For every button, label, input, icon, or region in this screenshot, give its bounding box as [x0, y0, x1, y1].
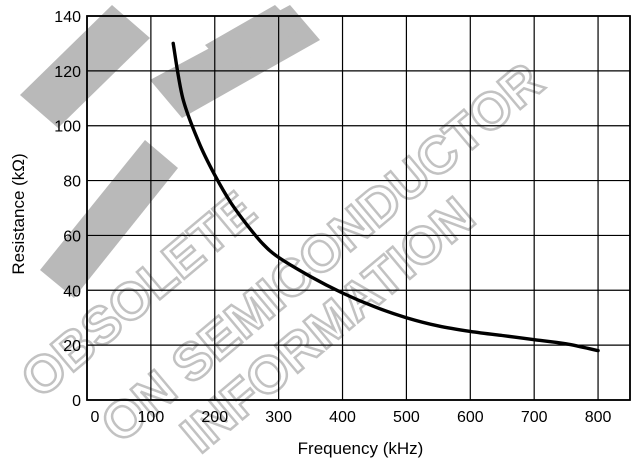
watermark-block-3: [40, 140, 178, 298]
x-axis-title: Frequency (kHz): [298, 439, 424, 458]
y-tick-label: 100: [54, 119, 81, 136]
x-tick-label: 400: [329, 409, 356, 426]
watermark: OBSOLETE ON SEMICONDUCTOR INFORMATION: [9, 5, 555, 459]
watermark-block-1: [20, 5, 150, 128]
x-tick-label: 0: [91, 409, 100, 426]
x-tick-label: 500: [393, 409, 420, 426]
x-tick-label: 600: [457, 409, 484, 426]
y-axis-ticks: 0 20 40 60 80 100 120 140: [54, 9, 81, 410]
watermark-block-4: [205, 5, 300, 70]
y-tick-label: 0: [72, 393, 81, 410]
y-tick-label: 120: [54, 64, 81, 81]
resistance-curve: [171, 41, 600, 353]
x-tick-label: 800: [585, 409, 612, 426]
x-tick-label: 200: [201, 409, 228, 426]
y-tick-label: 20: [63, 338, 81, 355]
plot-frame: [86, 15, 631, 401]
y-tick-label: 140: [54, 9, 81, 26]
y-axis-title: Resistance (kΩ): [9, 153, 28, 274]
x-axis-ticks: 0 100 200 300 400 500 600 700 800: [91, 409, 612, 426]
x-tick-label: 300: [265, 409, 292, 426]
x-tick-label: 100: [138, 409, 165, 426]
y-tick-label: 80: [63, 174, 81, 191]
x-tick-label: 700: [521, 409, 548, 426]
y-tick-label: 40: [63, 283, 81, 300]
y-tick-label: 60: [63, 228, 81, 245]
